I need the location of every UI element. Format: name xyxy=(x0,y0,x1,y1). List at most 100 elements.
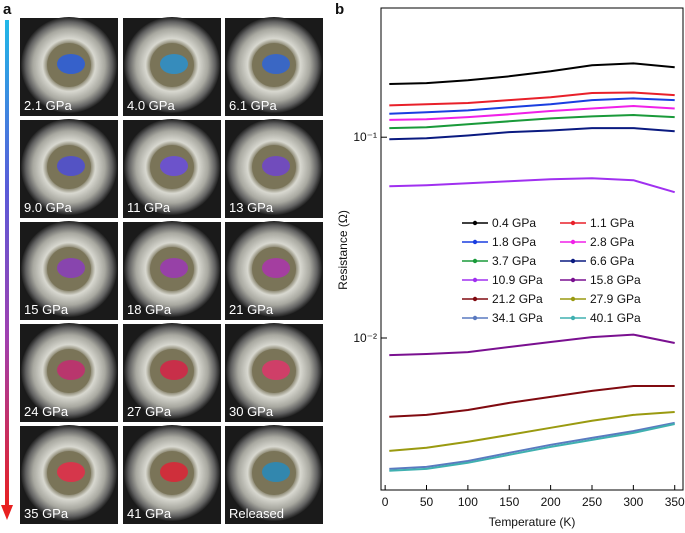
photo: 6.1 GPa xyxy=(225,17,323,116)
legend-marker xyxy=(570,239,576,245)
legend-marker xyxy=(472,239,478,245)
sample xyxy=(262,462,290,482)
photo-label: 21 GPa xyxy=(229,302,274,317)
legend-marker xyxy=(472,296,478,302)
photo: 15 GPa xyxy=(20,221,118,320)
y-axis-label: Resistance (Ω) xyxy=(336,210,350,290)
photo: 2.1 GPa xyxy=(20,17,118,116)
photo-label: 6.1 GPa xyxy=(229,98,277,113)
photo-label: 27 GPa xyxy=(127,404,172,419)
series-line xyxy=(389,127,675,141)
series-line xyxy=(389,177,675,194)
sample xyxy=(57,156,85,176)
legend-marker xyxy=(472,277,478,283)
photo: 27 GPa xyxy=(123,323,221,422)
y-tick-label: 10⁻² xyxy=(353,331,377,345)
legend-label: 10.9 GPa xyxy=(492,273,543,287)
photo-label: Released xyxy=(229,506,284,521)
panel-label: b xyxy=(335,1,344,18)
photo-label: 15 GPa xyxy=(24,302,69,317)
legend-label: 0.4 GPa xyxy=(492,216,536,230)
photo: 24 GPa xyxy=(20,323,118,422)
photo-grid: 2.1 GPa 4.0 GPa 6.1 GPa 9.0 GPa 11 GPa 13 GPa… xyxy=(20,17,323,524)
sample xyxy=(57,360,85,380)
legend-marker xyxy=(570,258,576,264)
photo-label: 24 GPa xyxy=(24,404,69,419)
photo: Released xyxy=(225,425,323,524)
photo: 11 GPa xyxy=(123,119,221,218)
series-line xyxy=(389,104,675,121)
photo-label: 41 GPa xyxy=(127,506,172,521)
sample xyxy=(160,462,188,482)
photo: 30 GPa xyxy=(225,323,323,422)
legend-label: 6.6 GPa xyxy=(590,254,634,268)
legend-marker xyxy=(570,277,576,283)
sample xyxy=(57,462,85,482)
series-line xyxy=(389,333,675,357)
x-tick-label: 350 xyxy=(665,495,685,509)
photo: 35 GPa xyxy=(20,425,118,524)
sample xyxy=(160,156,188,176)
chart: 0 50 100 150 200 250 300 350 10⁻¹ 10⁻² Temperature… xyxy=(336,7,685,529)
sample xyxy=(160,258,188,278)
x-tick-label: 200 xyxy=(541,495,561,509)
photo: 41 GPa xyxy=(123,425,221,524)
x-tick-label: 100 xyxy=(458,495,478,509)
photo: 13 GPa xyxy=(225,119,323,218)
photo-label: 11 GPa xyxy=(127,200,171,215)
photo-label: 18 GPa xyxy=(127,302,172,317)
series-line xyxy=(389,62,675,85)
series-line xyxy=(389,421,675,470)
x-tick-label: 300 xyxy=(623,495,643,509)
photo-label: 4.0 GPa xyxy=(127,98,175,113)
panel-label: a xyxy=(3,1,12,18)
plot-frame xyxy=(380,7,684,491)
series-line xyxy=(389,385,675,418)
sample xyxy=(262,360,290,380)
legend-label: 21.2 GPa xyxy=(492,292,543,306)
legend-label: 2.8 GPa xyxy=(590,235,634,249)
legend-label: 1.8 GPa xyxy=(492,235,536,249)
photo: 9.0 GPa xyxy=(20,119,118,218)
arrow-head xyxy=(1,505,13,520)
photo: 4.0 GPa xyxy=(123,17,221,116)
legend-marker xyxy=(570,220,576,226)
x-tick-label: 250 xyxy=(582,495,602,509)
sample xyxy=(160,360,188,380)
photo-label: 13 GPa xyxy=(229,200,274,215)
x-axis-label: Temperature (K) xyxy=(489,515,576,529)
y-tick-label: 10⁻¹ xyxy=(353,130,377,144)
legend-label: 27.9 GPa xyxy=(590,292,641,306)
legend-label: 1.1 GPa xyxy=(590,216,634,230)
photo: 18 GPa xyxy=(123,221,221,320)
sample xyxy=(262,258,290,278)
photo-label: 2.1 GPa xyxy=(24,98,72,113)
photo: 21 GPa xyxy=(225,221,323,320)
series-line xyxy=(389,97,675,115)
sample xyxy=(57,258,85,278)
x-tick-label: 0 xyxy=(382,495,389,509)
sample xyxy=(262,156,290,176)
legend-label: 15.8 GPa xyxy=(590,273,641,287)
sample xyxy=(262,54,290,74)
legend-marker xyxy=(472,258,478,264)
series-line xyxy=(389,91,675,107)
x-tick-label: 50 xyxy=(420,495,434,509)
photo-label: 35 GPa xyxy=(24,506,69,521)
sample xyxy=(160,54,188,74)
sample xyxy=(57,54,85,74)
legend-marker xyxy=(472,315,478,321)
legend-marker xyxy=(570,315,576,321)
x-tick-label: 150 xyxy=(499,495,519,509)
legend-marker xyxy=(472,220,478,226)
legend-label: 40.1 GPa xyxy=(590,311,641,325)
series-line xyxy=(389,423,675,472)
photo-label: 9.0 GPa xyxy=(24,200,72,215)
series-line xyxy=(389,113,675,130)
legend-label: 34.1 GPa xyxy=(492,311,543,325)
legend-label: 3.7 GPa xyxy=(492,254,536,268)
pressure-arrow xyxy=(5,20,9,508)
series-line xyxy=(389,411,675,452)
photo-label: 30 GPa xyxy=(229,404,274,419)
